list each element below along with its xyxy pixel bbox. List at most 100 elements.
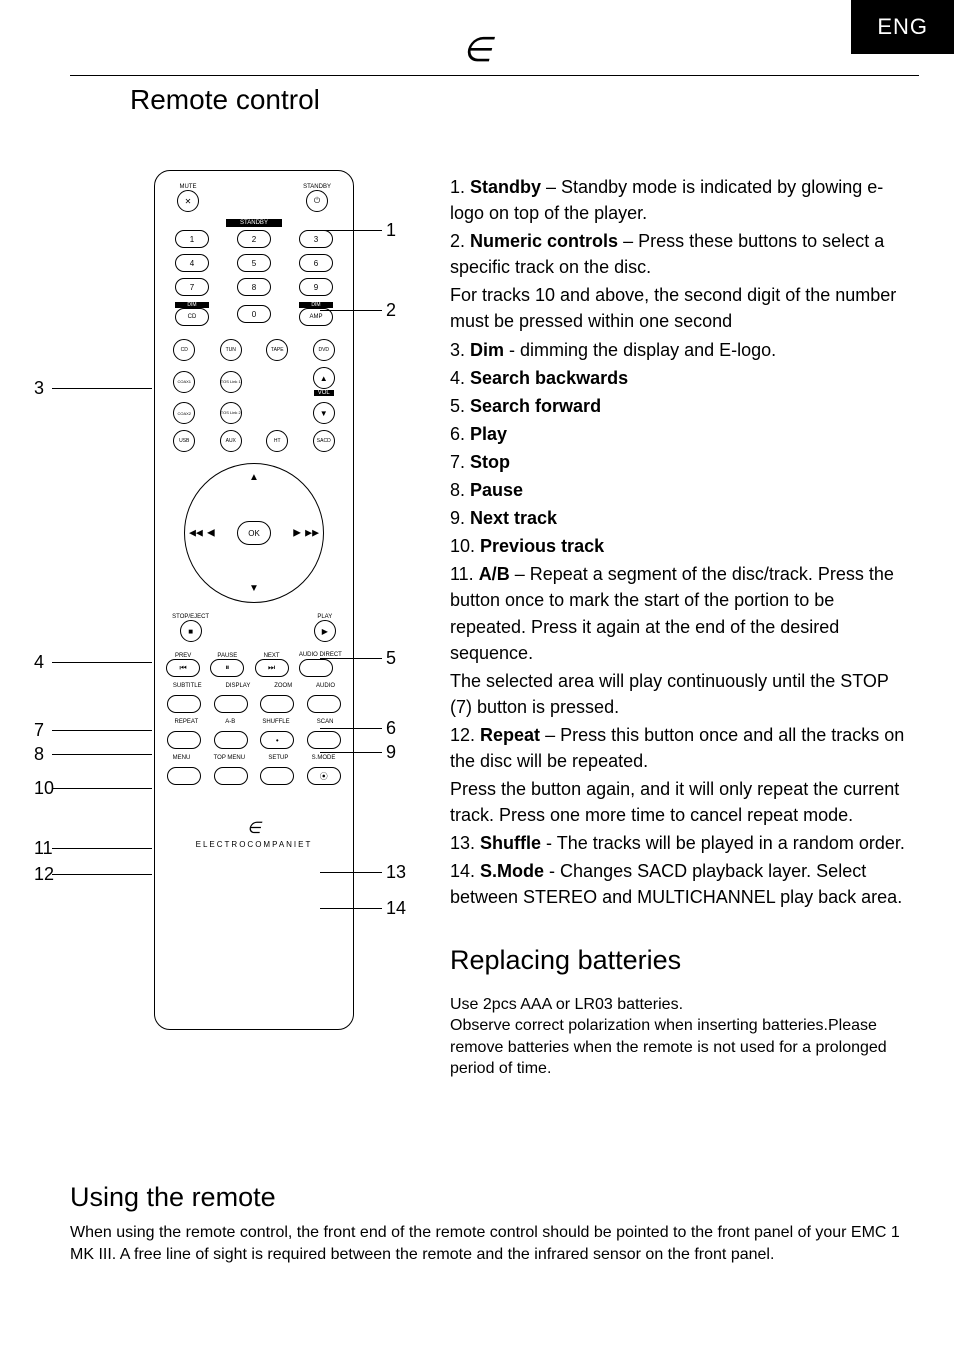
nav-up-icon: ▲: [249, 472, 259, 483]
callout-number: 14: [386, 898, 406, 919]
desc-line: 1. Standby – Standby mode is indicated b…: [450, 174, 914, 226]
repeat-label: REPEAT: [175, 719, 199, 725]
setup-label: SETUP: [268, 755, 288, 761]
src-aux: AUX: [220, 430, 242, 452]
ab-button: [214, 731, 248, 749]
ab-label: A-B: [225, 719, 235, 725]
desc-line: 12. Repeat – Press this button once and …: [450, 722, 914, 774]
num-5: 5: [237, 254, 271, 272]
num-7: 7: [175, 278, 209, 296]
subtitle-button: [167, 695, 201, 713]
scan-button: [307, 731, 341, 749]
src-tos2: TOS Link 2: [220, 402, 242, 424]
ok-button: OK: [237, 521, 271, 545]
desc-line: 4. Search backwards: [450, 365, 914, 391]
callout-number: 3: [34, 378, 44, 399]
audio-label: AUDIO: [316, 683, 335, 689]
src-tape: TAPE: [266, 339, 288, 361]
desc-line: Press the button again, and it will only…: [450, 776, 914, 828]
brand-text: ELECTROCOMPANIET: [196, 840, 313, 849]
zoom-label: ZOOM: [274, 683, 292, 689]
standby-button: ⏻: [306, 190, 328, 212]
nav-left-icon: ◀: [207, 528, 215, 539]
callout-line: [320, 728, 382, 729]
num-6: 6: [299, 254, 333, 272]
subtitle-label: SUBTITLE: [173, 683, 202, 689]
callout-line: [52, 388, 152, 389]
num-0: 0: [237, 305, 271, 323]
smode-button: ⦿: [307, 767, 341, 785]
callout-number: 9: [386, 742, 396, 763]
remote-body: MUTE ✕ STANDBY ⏻ STANDBY 123 456 789 DIM…: [154, 170, 354, 1030]
batteries-heading: Replacing batteries: [450, 941, 914, 980]
desc-line: 2. Numeric controls – Press these button…: [450, 228, 914, 280]
divider: [70, 75, 919, 76]
callout-number: 7: [34, 720, 44, 741]
menu-label: MENU: [173, 755, 191, 761]
callout-line: [320, 658, 382, 659]
display-label: DISPLAY: [225, 683, 250, 689]
src-cd: CD: [173, 339, 195, 361]
callout-number: 6: [386, 718, 396, 739]
repeat-button: [167, 731, 201, 749]
desc-line: 10. Previous track: [450, 533, 914, 559]
zoom-button: [260, 695, 294, 713]
prev-button: ⏮: [166, 659, 200, 677]
src-tos1: TOS Link 1: [220, 371, 242, 393]
desc-line: 5. Search forward: [450, 393, 914, 419]
prev-label: PREV: [166, 653, 200, 659]
callout-line: [52, 848, 152, 849]
callout-line: [52, 788, 152, 789]
brand-glyph-bottom: ∈: [247, 818, 261, 838]
next-label: NEXT: [255, 653, 289, 659]
vol-label: VOL: [314, 390, 334, 396]
num-9: 9: [299, 278, 333, 296]
setup-button: [260, 767, 294, 785]
desc-line: 6. Play: [450, 421, 914, 447]
callout-number: 8: [34, 744, 44, 765]
using-heading: Using the remote: [70, 1182, 276, 1213]
num-4: 4: [175, 254, 209, 272]
topmenu-label: TOP MENU: [214, 755, 245, 761]
shuffle-label: SHUFFLE: [262, 719, 289, 725]
num-8: 8: [237, 278, 271, 296]
audio-direct-button: [299, 659, 333, 677]
dim-label-r: DIM: [299, 302, 333, 308]
desc-line: For tracks 10 and above, the second digi…: [450, 282, 914, 334]
callout-line: [52, 874, 152, 875]
callout-number: 2: [386, 300, 396, 321]
vol-down-button: ▼: [313, 402, 335, 424]
callout-number: 4: [34, 652, 44, 673]
vol-up-button: ▲: [313, 367, 335, 389]
nav-ring: OK ▲ ▼ ◀ ▶ ◀◀ ▶▶: [184, 463, 324, 603]
src-coax1: COAX1: [173, 371, 195, 393]
nav-down-icon: ▼: [249, 583, 259, 594]
audio-button: [307, 695, 341, 713]
callout-line: [52, 730, 152, 731]
num-1: 1: [175, 230, 209, 248]
batteries-body: Use 2pcs AAA or LR03 batteries.Observe c…: [450, 994, 914, 1080]
page-title: Remote control: [130, 84, 320, 116]
topmenu-button: [214, 767, 248, 785]
desc-line: 9. Next track: [450, 505, 914, 531]
menu-button: [167, 767, 201, 785]
callout-line: [320, 310, 382, 311]
smode-label: S.MODE: [312, 755, 336, 761]
cd-dim-button: CD: [175, 308, 209, 326]
nav-right-icon: ▶: [293, 528, 301, 539]
scan-label: SCAN: [317, 719, 334, 725]
desc-line: 13. Shuffle - The tracks will be played …: [450, 830, 914, 856]
shuffle-button: •: [260, 731, 294, 749]
desc-line: The selected area will play continuously…: [450, 668, 914, 720]
using-body: When using the remote control, the front…: [70, 1222, 914, 1265]
src-sacd: SACD: [313, 430, 335, 452]
callout-line: [320, 752, 382, 753]
next-button: ⏭: [255, 659, 289, 677]
callout-line: [320, 908, 382, 909]
callout-line: [320, 872, 382, 873]
src-ht: HT: [266, 430, 288, 452]
search-back-icon: ◀◀: [189, 528, 203, 539]
src-dvd: DVD: [313, 339, 335, 361]
src-coax2: COAX2: [173, 402, 195, 424]
standby-bar: STANDBY: [226, 219, 282, 227]
